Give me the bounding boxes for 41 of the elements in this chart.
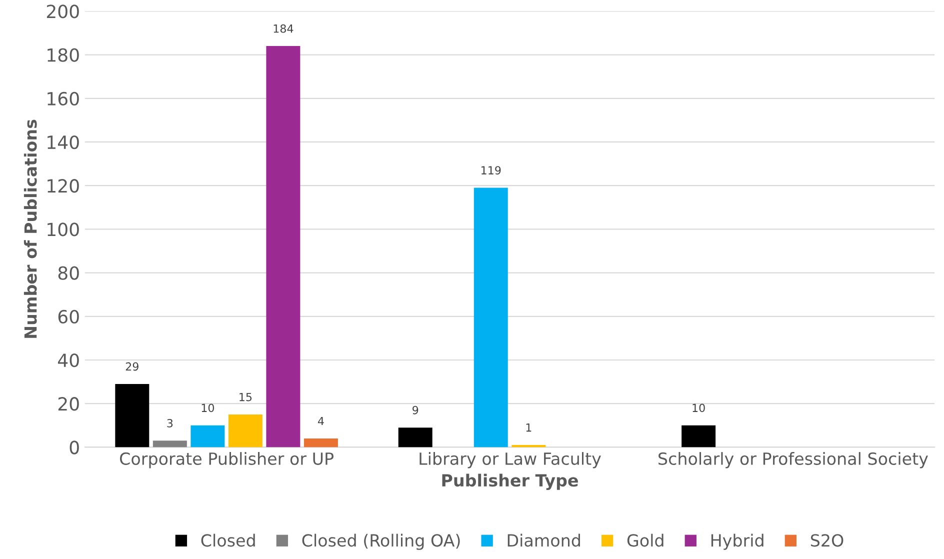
legend-label: Closed (Rolling OA) xyxy=(302,534,460,550)
bar xyxy=(398,428,432,448)
legend-label: Closed xyxy=(201,534,255,547)
data-label: 29 xyxy=(126,362,138,371)
y-tick-label: 40 xyxy=(58,353,79,368)
bar xyxy=(304,438,338,448)
bar xyxy=(190,425,225,448)
legend-label: Diamond xyxy=(508,534,580,547)
bar xyxy=(228,414,262,448)
legend-label: Gold xyxy=(627,534,664,547)
data-label: 9 xyxy=(412,406,418,414)
data-label: 119 xyxy=(481,166,501,175)
x-tick-label: Scholarly or Professional Society xyxy=(658,452,928,468)
y-tick-label: 120 xyxy=(48,179,79,193)
legend-label: S2O xyxy=(810,534,844,547)
data-label: 4 xyxy=(318,416,324,426)
y-tick-label: 100 xyxy=(48,222,79,236)
legend-label: Hybrid xyxy=(711,534,764,550)
data-label: 10 xyxy=(692,404,705,412)
bar xyxy=(266,46,300,448)
bar xyxy=(474,188,508,448)
x-tick-label: Library or Law Faculty xyxy=(420,452,601,468)
x-tick-label: Corporate Publisher or UP xyxy=(120,452,334,468)
bar xyxy=(152,440,187,448)
y-tick-label: 140 xyxy=(48,135,79,150)
bar xyxy=(682,425,716,448)
y-tick-label: 20 xyxy=(58,397,79,411)
y-axis-title: Number of Publications xyxy=(24,120,37,338)
data-label: 3 xyxy=(167,418,173,428)
x-axis-title: Publisher Type xyxy=(442,474,578,490)
y-tick-label: 180 xyxy=(48,48,79,62)
y-tick-label: 80 xyxy=(58,266,79,280)
bar xyxy=(115,384,150,448)
y-tick-label: 160 xyxy=(48,92,79,106)
y-tick-label: 60 xyxy=(58,310,79,324)
data-label: 15 xyxy=(240,392,252,402)
y-tick-label: 0 xyxy=(70,440,79,454)
y-tick-label: 200 xyxy=(46,4,79,18)
data-label: 184 xyxy=(274,24,294,33)
data-label: 10 xyxy=(202,404,214,412)
data-label: 1 xyxy=(526,423,532,432)
